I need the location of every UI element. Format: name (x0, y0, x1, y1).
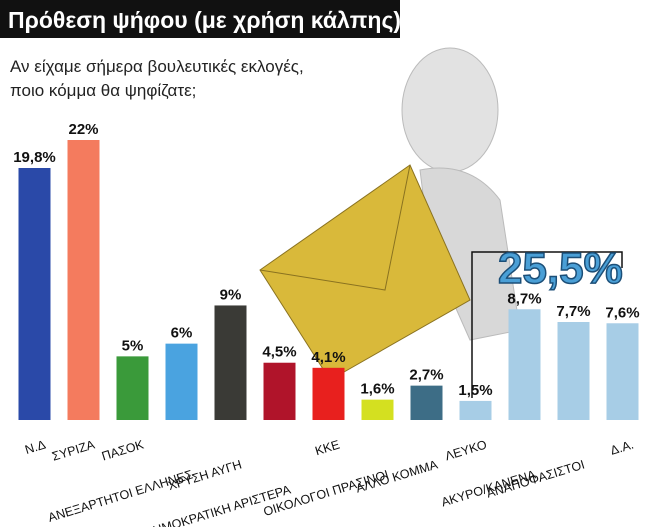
value-label: 5% (122, 337, 144, 354)
value-label: 22% (68, 121, 98, 138)
bar (18, 168, 51, 420)
bar (459, 400, 492, 420)
bar (606, 323, 639, 420)
illustration (259, 47, 521, 381)
bar (410, 385, 443, 420)
value-label: 4,5% (262, 344, 296, 361)
bar (557, 322, 590, 420)
bar (67, 140, 100, 420)
bar (361, 399, 394, 420)
value-label: 7,7% (556, 303, 590, 320)
x-tick-label: ΧΡΥΣΗ ΑΥΓΗ (166, 457, 243, 493)
bar (214, 305, 247, 420)
bar (165, 343, 198, 420)
value-label: 7,6% (605, 304, 639, 321)
bracket (471, 251, 623, 398)
x-tick-label: Δ.Α. (609, 437, 636, 457)
annotation: 25,5% (498, 244, 623, 293)
chart-title: Πρόθεση ψήφου (με χρήση κάλπης) (8, 7, 401, 33)
x-tick-label: Ν.Δ (23, 437, 47, 456)
subtitle: ποιο κόμμα θα ψηφίζατε; (10, 81, 196, 100)
subtitle: Αν είχαμε σήμερα βουλευτικές εκλογές, (10, 57, 304, 76)
x-tick-label: ΠΑΣΟΚ (100, 437, 146, 463)
bar (312, 367, 345, 420)
value-label: 8,7% (507, 290, 541, 307)
value-label: 9% (220, 286, 242, 303)
value-label: 4,1% (311, 349, 345, 366)
x-tick-label: ΑΝΕΞΑΡΤΗΤΟΙ ΕΛΛΗΝΕΣ (46, 467, 194, 524)
x-tick-label: ΚΚΕ (313, 437, 341, 458)
x-tick-label: ΛΕΥΚΟ (443, 437, 488, 463)
value-label: 19,8% (13, 149, 56, 166)
x-tick-label: ΣΥΡΙΖΑ (50, 437, 97, 463)
value-label: 2,7% (409, 367, 443, 384)
value-label: 6% (171, 325, 193, 342)
value-label: 1,6% (360, 381, 394, 398)
bar (508, 309, 541, 420)
bar (263, 362, 296, 420)
title-band (0, 0, 400, 38)
value-label: 1,5% (458, 382, 492, 399)
bar (116, 356, 149, 420)
